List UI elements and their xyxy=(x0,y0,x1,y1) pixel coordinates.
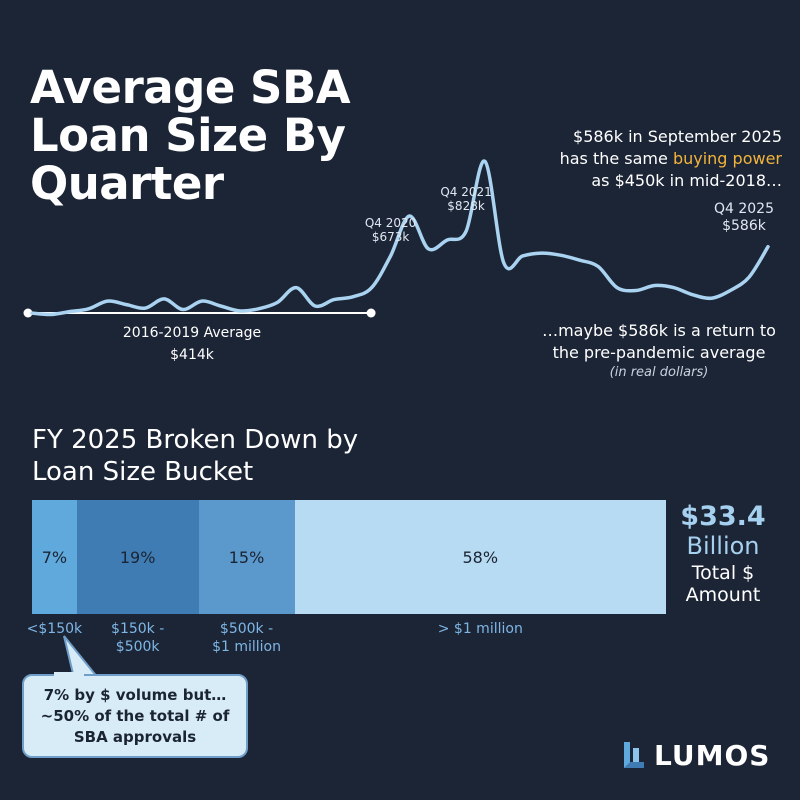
bar-segment-value: 58% xyxy=(462,547,499,567)
buying-power-highlight: buying power xyxy=(672,149,782,168)
point-label-value: $828k xyxy=(447,199,485,214)
bar-category-label: $150k - $500k xyxy=(111,621,165,655)
total-caption-line: Amount xyxy=(685,584,761,606)
callout-line: ~50% of the total # of xyxy=(40,706,230,725)
lumos-logo-icon xyxy=(624,742,644,768)
lumos-logo: LUMOS xyxy=(620,738,770,772)
buying-power-annotation: $586k in September 2025 has the same buy… xyxy=(560,126,782,192)
bar-segment-value: 15% xyxy=(228,547,265,567)
point-label-period: Q4 2025 xyxy=(713,200,775,217)
total-amount: $33.4 xyxy=(680,501,766,532)
bucket-title-text: FY 2025 Broken Down by Loan Size Bucket xyxy=(32,425,359,487)
average-value: $414k xyxy=(170,347,214,363)
line-chart xyxy=(23,159,770,318)
total-amount-block: $33.4 Billion Total $ Amount xyxy=(680,501,766,607)
total-caption: Total $ Amount xyxy=(680,562,766,606)
annotation-line: as $450k in mid-2018… xyxy=(591,171,782,190)
total-caption-line: Total $ xyxy=(691,562,755,584)
callout-pointer-join xyxy=(54,672,84,678)
bar-segment: 19% xyxy=(76,500,199,614)
bar-segment: 58% xyxy=(294,500,666,614)
bar-segment-value: 19% xyxy=(119,547,156,567)
annotation-note: (in real dollars) xyxy=(609,365,709,380)
bar-segment-value: 7% xyxy=(41,547,68,567)
average-label: 2016-2019 Average $414k xyxy=(123,322,261,366)
total-unit: Billion xyxy=(686,532,760,560)
bar-category-label: $500k - $1 million xyxy=(212,621,281,655)
average-line-end-dot xyxy=(366,308,376,318)
point-label-q4-2025: Q4 2025 $586k xyxy=(714,201,774,235)
stacked-bar: 7% 19% 15% 58% xyxy=(32,500,666,614)
point-label-value: $673k xyxy=(371,229,410,244)
bucket-chart-title: FY 2025 Broken Down by Loan Size Bucket xyxy=(32,424,362,488)
annotation-line: …maybe $586k is a return to xyxy=(542,321,776,340)
average-line-start-dot xyxy=(23,308,33,318)
bar-segment: 15% xyxy=(198,500,295,614)
callout-line: SBA approvals xyxy=(73,727,197,746)
annotation-line: the pre-pandemic average xyxy=(552,343,766,362)
bar-category-label: <$150k xyxy=(26,621,83,637)
point-label-q4-2021: Q4 2021 $828k xyxy=(440,185,491,213)
point-label-q4-2020: Q4 2020 $673k xyxy=(365,216,416,244)
page-title: Average SBA Loan Size By Quarter xyxy=(30,61,351,210)
annotation-line: has the same xyxy=(559,149,673,168)
bar-category-label: > $1 million xyxy=(437,621,523,637)
lumos-logo-text: LUMOS xyxy=(654,738,771,772)
point-label-value: $586k xyxy=(722,217,766,234)
callout-line: 7% by $ volume but… xyxy=(43,685,227,704)
point-label-period: Q4 2021 xyxy=(440,185,492,200)
small-loan-callout: 7% by $ volume but… ~50% of the total # … xyxy=(22,674,248,758)
loan-size-series-line xyxy=(30,159,770,317)
bar-segment: 7% xyxy=(32,500,77,614)
return-annotation: …maybe $586k is a return to the pre-pand… xyxy=(532,320,786,382)
average-label-text: 2016-2019 Average xyxy=(122,325,262,341)
point-label-period: Q4 2020 xyxy=(364,215,417,230)
annotation-line: $586k in September 2025 xyxy=(573,127,782,146)
